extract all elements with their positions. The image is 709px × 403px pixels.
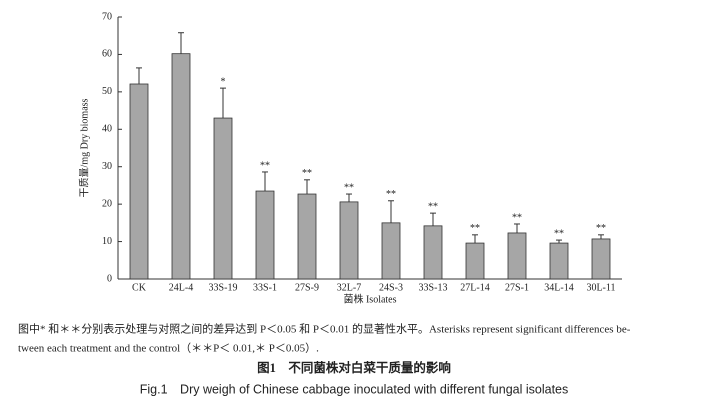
- x-tick-label: 24L-4: [169, 282, 193, 293]
- bar: [423, 225, 443, 280]
- y-tick-label: 20: [102, 198, 112, 209]
- bar: [507, 232, 527, 280]
- y-tick-label: 60: [102, 49, 112, 60]
- caption-title-en: Fig.1 Dry weigh of Chinese cabbage inocu…: [140, 382, 569, 396]
- bar: [591, 238, 611, 280]
- bar: [549, 242, 569, 280]
- caption-note: 图中* 和＊＊分别表示处理与对照之间的差异达到 P＜0.05 和 P＜0.01 …: [18, 322, 631, 336]
- significance-label: **: [302, 168, 312, 179]
- x-tick-label: 27S-9: [295, 282, 319, 293]
- significance-label: **: [260, 160, 270, 171]
- x-tick-label: 24S-3: [379, 282, 403, 293]
- y-axis-label: 干质量/mg Dry biomass: [78, 98, 90, 197]
- significance-label: **: [428, 201, 438, 212]
- bar: [297, 193, 317, 280]
- x-tick-label: 34L-14: [544, 282, 573, 293]
- y-tick-label: 40: [102, 124, 112, 135]
- bar: [255, 190, 275, 280]
- significance-label: **: [512, 212, 522, 223]
- significance-label: **: [344, 182, 354, 193]
- bar: [213, 117, 233, 280]
- caption-note: tween each treatment and the control（＊＊P…: [18, 342, 319, 355]
- bar: [465, 242, 485, 280]
- bar: [171, 53, 191, 280]
- significance-label: **: [596, 223, 606, 234]
- significance-label: **: [554, 228, 564, 239]
- y-tick-label: 0: [107, 273, 112, 284]
- significance-label: **: [386, 189, 396, 200]
- x-tick-label: 33S-1: [253, 282, 277, 293]
- bar: [129, 83, 149, 280]
- x-tick-label: 27L-14: [460, 282, 489, 293]
- bar: [381, 222, 401, 280]
- x-tick-label: 32L-7: [337, 282, 361, 293]
- y-tick-label: 30: [102, 161, 112, 172]
- x-tick-label: CK: [132, 282, 147, 293]
- x-tick-label: 30L-11: [586, 282, 615, 293]
- significance-label: *: [221, 76, 226, 87]
- bar: [339, 201, 359, 280]
- y-tick-label: 10: [102, 236, 112, 247]
- x-tick-label: 33S-19: [209, 282, 238, 293]
- caption-title: 图1 不同菌株对白菜干质量的影响: [257, 360, 451, 375]
- x-axis-label: 菌株 Isolates: [343, 292, 396, 305]
- significance-label: **: [470, 223, 480, 234]
- y-tick-label: 70: [102, 11, 112, 22]
- x-tick-label: 33S-13: [419, 282, 448, 293]
- y-tick-label: 50: [102, 86, 112, 97]
- x-tick-label: 27S-1: [505, 282, 529, 293]
